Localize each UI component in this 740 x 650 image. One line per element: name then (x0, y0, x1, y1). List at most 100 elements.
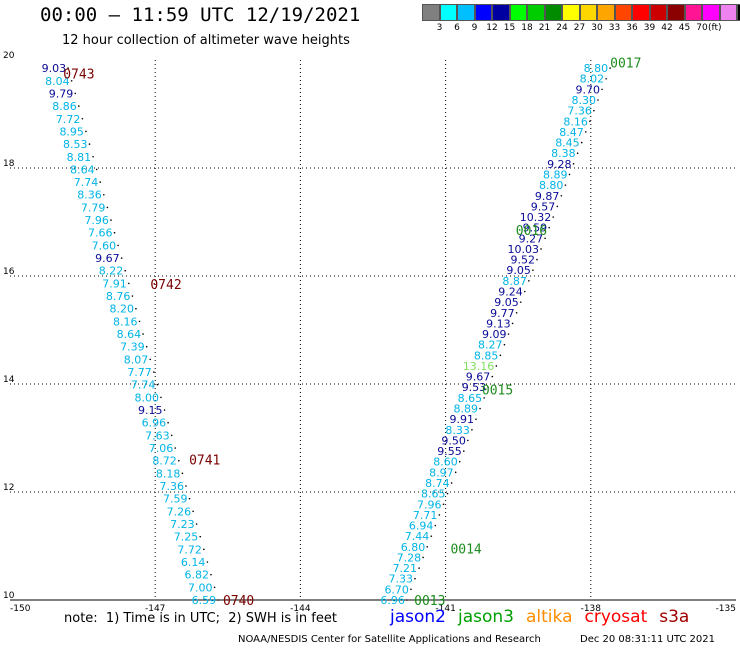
track-point (414, 577, 416, 580)
swh-value: 7.44 (405, 530, 430, 543)
swh-value: 9.05 (506, 264, 531, 277)
swh-value: 6.80 (401, 541, 426, 554)
swh-value: 8.45 (555, 137, 580, 150)
swh-value: 9.57 (531, 200, 556, 213)
track-point (462, 450, 465, 452)
track-point (77, 105, 80, 107)
track-point (523, 290, 526, 293)
color-legend: 3 6 9 12 15 18 21 24 27 30 33 36 39 42 45 70 (ft) (422, 4, 740, 35)
track-point (552, 216, 555, 218)
swh-value: 7.60 (92, 239, 117, 252)
legend-label: 45 (678, 23, 691, 33)
track-point (67, 67, 69, 69)
track-point (515, 311, 518, 314)
track-point (128, 282, 130, 285)
track-point (572, 163, 575, 165)
legend-label: 42 (661, 23, 673, 33)
satellite-cryosat: cryosat (584, 607, 648, 627)
track-point (450, 482, 453, 484)
track-point (106, 206, 109, 209)
swh-value: 8.72 (152, 455, 177, 468)
track-point (85, 130, 87, 133)
swh-value: 9.24 (498, 285, 523, 298)
track-point (479, 407, 481, 410)
track-point (467, 439, 469, 442)
swh-value: 8.60 (433, 456, 458, 469)
swh-value: 6.96 (380, 594, 405, 607)
swh-value: 8.38 (551, 147, 576, 160)
pass-id-label: 0740 (223, 594, 254, 609)
pass-id-label: 0017 (610, 57, 641, 72)
swh-value: 8.47 (559, 126, 584, 139)
track-point (406, 599, 408, 601)
track-point (422, 556, 424, 559)
track-point (544, 237, 546, 240)
track-point (458, 460, 461, 463)
swh-value: 8.86 (52, 100, 77, 113)
swh-value: 9.70 (576, 83, 601, 96)
swh-value: 6.82 (184, 569, 209, 582)
swh-value: 9.67 (95, 252, 120, 265)
swh-value: 9.91 (449, 413, 474, 426)
swh-value: 8.89 (454, 403, 479, 416)
swh-value: 8.18 (156, 467, 181, 480)
map-title: 00:00 – 11:59 UTC 12/19/2021 (40, 4, 361, 26)
swh-value: 8.95 (59, 125, 84, 138)
track-point (475, 418, 477, 420)
y-tick-label: 18 (3, 159, 15, 169)
track-point (540, 248, 542, 250)
track-point (138, 320, 141, 323)
track-point (471, 428, 473, 431)
track-point (536, 258, 538, 261)
track-point (206, 561, 209, 563)
swh-value: 8.02 (580, 73, 605, 86)
legend-label: 12 (486, 23, 498, 33)
swh-value: 9.77 (490, 307, 515, 320)
track-point (438, 514, 441, 516)
swh-value: 8.64 (70, 163, 95, 176)
swh-value: 8.81 (67, 151, 92, 164)
track-point (99, 181, 102, 183)
footer-timestamp: Dec 20 08:31:11 UTC 2021 (580, 634, 715, 645)
track-point (203, 548, 205, 551)
y-tick-label: 20 (3, 51, 15, 61)
legend-label: 70 (696, 23, 708, 33)
swh-value: 9.67 (466, 371, 491, 384)
legend-swatch (632, 4, 650, 21)
note-text: note: 1) Time is in UTC; 2) SWH is in fe… (64, 611, 337, 626)
swh-value: 8.33 (445, 424, 470, 437)
legend-label: 36 (626, 23, 638, 33)
swh-value: 8.65 (458, 392, 483, 405)
swh-value: 9.50 (441, 434, 466, 447)
legend-unit: (ft) (708, 23, 722, 33)
y-tick-label: 12 (3, 483, 14, 493)
legend-swatch (544, 4, 562, 21)
swh-value: 8.16 (113, 315, 138, 328)
legend-label: 9 (471, 23, 478, 33)
track-point (113, 231, 116, 234)
track-point (556, 205, 559, 208)
swh-value: 8.74 (425, 477, 450, 490)
legend-label: 6 (454, 23, 460, 33)
track-point (487, 386, 489, 389)
track-point (548, 226, 550, 229)
x-tick-label: -144 (290, 604, 311, 614)
legend-label: 15 (503, 23, 516, 33)
x-tick-label: -141 (435, 604, 455, 614)
legend-swatch (702, 4, 720, 21)
track-point (568, 173, 571, 176)
swh-value: 9.59 (523, 222, 548, 235)
satellite-jason2: jason2 (390, 607, 446, 627)
swh-value: 7.26 (167, 505, 192, 518)
y-tick-label: 10 (3, 591, 15, 601)
track-point (491, 375, 494, 378)
legend-swatch (579, 4, 597, 21)
swh-value: 7.63 (145, 429, 170, 442)
x-tick-label: -135 (716, 604, 736, 614)
legend-label: 27 (573, 23, 586, 33)
track-point (576, 152, 579, 155)
track-point (142, 333, 144, 335)
x-tick-label: -150 (10, 604, 31, 614)
swh-value: 8.22 (99, 265, 124, 278)
